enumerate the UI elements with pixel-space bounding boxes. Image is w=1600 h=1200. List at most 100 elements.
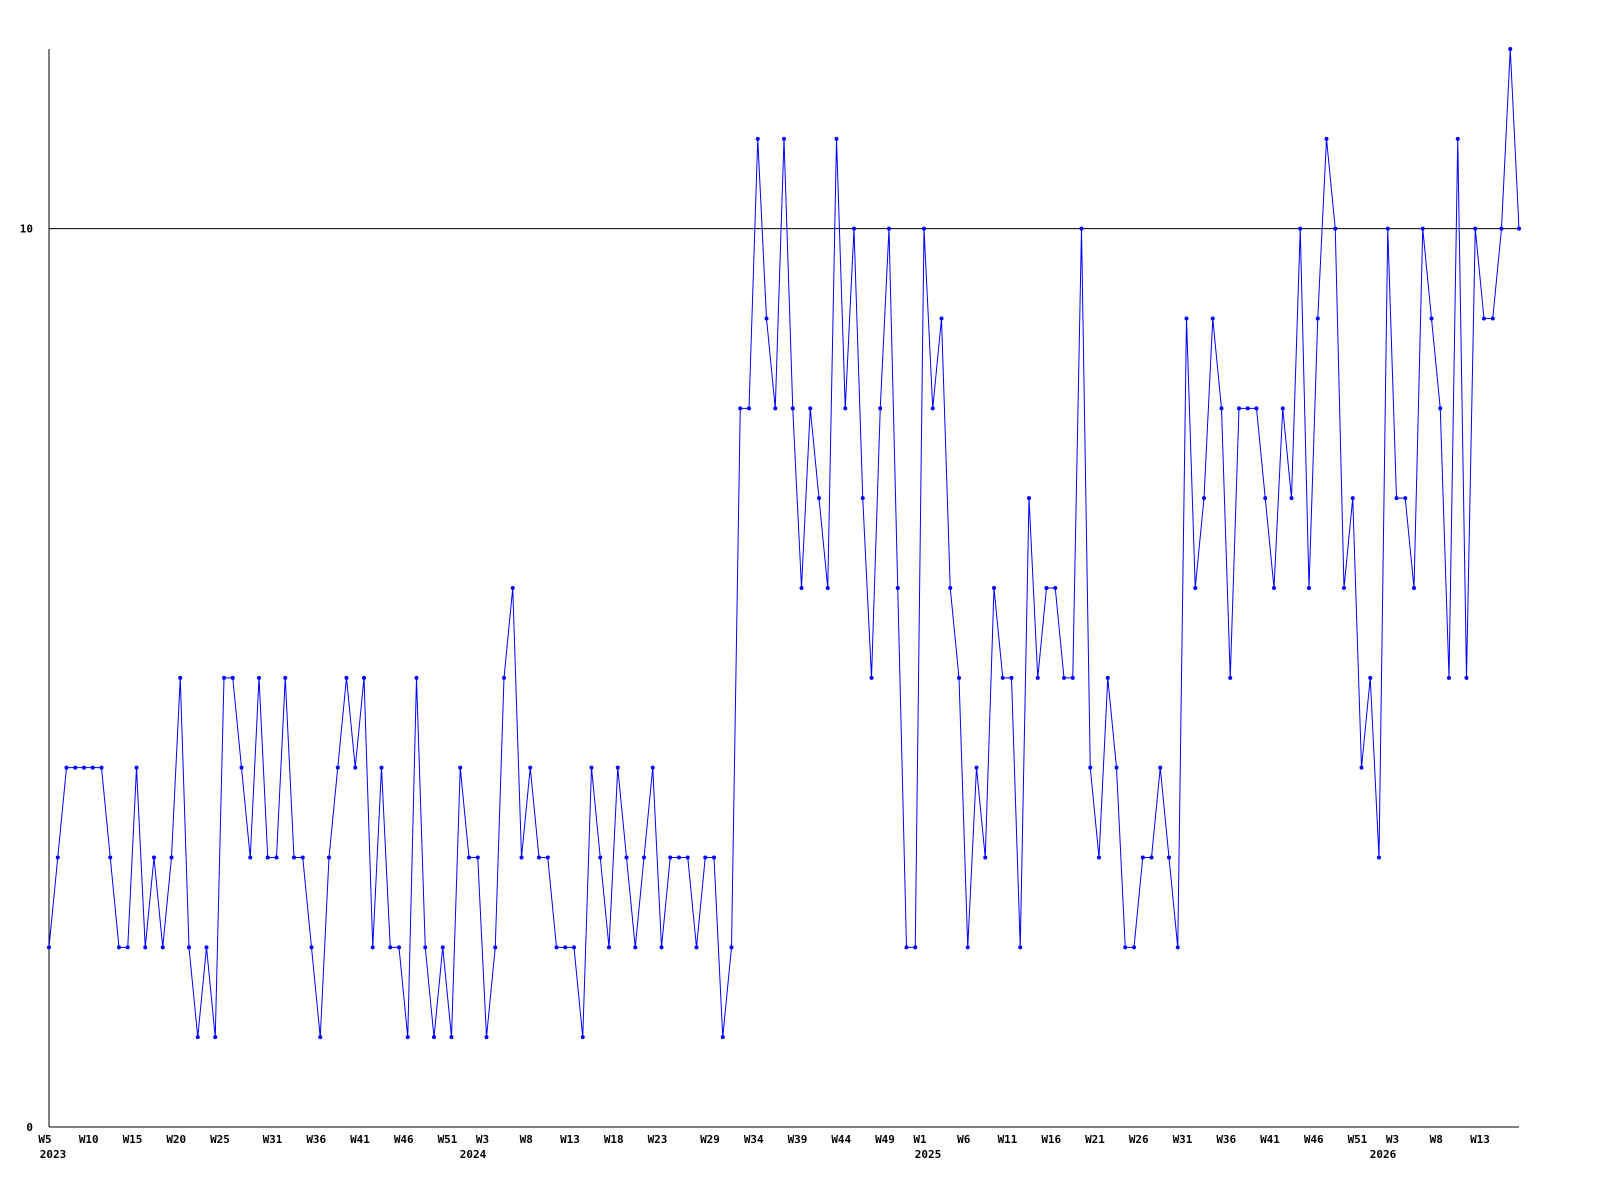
data-point: [108, 855, 113, 860]
data-point: [519, 855, 524, 860]
data-point: [1420, 226, 1425, 231]
data-point: [677, 855, 681, 860]
data-point: [239, 765, 244, 770]
data-point: [1193, 586, 1198, 590]
data-point: [939, 316, 944, 321]
data-point: [668, 855, 673, 860]
data-point: [1508, 47, 1513, 51]
data-point: [983, 855, 988, 860]
data-point: [187, 945, 191, 950]
x-tick-label: W44: [831, 1133, 851, 1146]
data-point: [335, 765, 340, 770]
data-point: [703, 855, 708, 860]
x-tick-label: W34: [744, 1133, 764, 1146]
data-point: [1123, 945, 1128, 950]
x-tick-label: W20: [166, 1133, 186, 1146]
data-point: [922, 226, 926, 231]
data-point: [248, 855, 253, 860]
x-tick-label: W31: [1173, 1133, 1193, 1146]
data-point: [64, 765, 69, 770]
x-tick-label: W29: [700, 1133, 720, 1146]
data-point: [563, 945, 568, 950]
data-point: [1184, 316, 1189, 321]
data-point: [1403, 496, 1408, 501]
x-tick-label: W36: [1216, 1133, 1236, 1146]
data-point: [1044, 586, 1049, 590]
data-point: [782, 136, 786, 141]
x-tick-label: W51: [1348, 1133, 1368, 1146]
data-point: [1447, 675, 1451, 680]
data-point: [405, 1035, 410, 1040]
data-point: [1280, 406, 1285, 411]
data-point: [1245, 406, 1250, 411]
data-point: [598, 855, 603, 860]
data-point: [624, 855, 629, 860]
data-point: [650, 765, 655, 770]
data-point: [913, 945, 918, 950]
data-point: [1412, 586, 1416, 590]
x-tick-label: W41: [1260, 1133, 1280, 1146]
data-point: [423, 945, 428, 950]
x-tick-label: W49: [875, 1133, 895, 1146]
x-tick-label: W13: [560, 1133, 580, 1146]
data-point: [1333, 226, 1338, 231]
data-point: [1219, 406, 1224, 411]
data-point: [265, 855, 270, 860]
x-tick-label: W21: [1085, 1133, 1105, 1146]
data-point: [502, 675, 506, 680]
data-point: [222, 675, 226, 680]
data-point: [204, 945, 209, 950]
data-point: [1149, 855, 1154, 860]
x-tick-label: W46: [394, 1133, 414, 1146]
data-point: [370, 945, 375, 950]
x-tick-label: W46: [1304, 1133, 1324, 1146]
data-point: [432, 1035, 436, 1040]
data-point: [1079, 226, 1084, 231]
data-point: [1210, 316, 1215, 321]
x-tick-label: W26: [1129, 1133, 1149, 1146]
data-point: [1490, 316, 1495, 321]
data-point: [738, 406, 743, 411]
x-tick-label: W15: [123, 1133, 143, 1146]
data-point: [414, 675, 419, 680]
y-tick-label: 10: [20, 223, 33, 236]
data-point: [694, 945, 699, 950]
data-point: [1377, 855, 1381, 860]
data-point: [974, 765, 979, 770]
data-point: [327, 855, 331, 860]
data-point: [790, 406, 795, 411]
data-point: [834, 136, 839, 141]
x-tick-label: W36: [306, 1133, 326, 1146]
data-point: [344, 675, 349, 680]
data-point: [1158, 765, 1163, 770]
data-point: [904, 945, 909, 950]
data-point: [257, 675, 261, 680]
data-point: [572, 945, 576, 950]
y-tick-label: 0: [26, 1121, 33, 1134]
data-point: [362, 675, 366, 680]
x-tick-label: W18: [604, 1133, 624, 1146]
data-point: [47, 945, 51, 950]
data-point: [73, 765, 78, 770]
data-point: [1385, 226, 1390, 231]
data-point: [1105, 675, 1110, 680]
data-point: [825, 586, 830, 590]
data-point: [1088, 765, 1093, 770]
data-point: [817, 496, 821, 501]
data-point: [992, 586, 996, 590]
data-point: [449, 1035, 454, 1040]
data-point: [545, 855, 550, 860]
data-point: [773, 406, 778, 411]
data-point: [1272, 586, 1276, 590]
data-point: [860, 496, 865, 501]
data-point: [230, 675, 235, 680]
data-point: [195, 1035, 200, 1040]
data-point: [510, 586, 515, 590]
data-point: [1000, 675, 1005, 680]
data-point: [528, 765, 533, 770]
data-point: [1473, 226, 1478, 231]
x-tick-label: W13: [1470, 1133, 1490, 1146]
data-point: [274, 855, 279, 860]
data-point: [1035, 675, 1040, 680]
data-point: [685, 855, 690, 860]
